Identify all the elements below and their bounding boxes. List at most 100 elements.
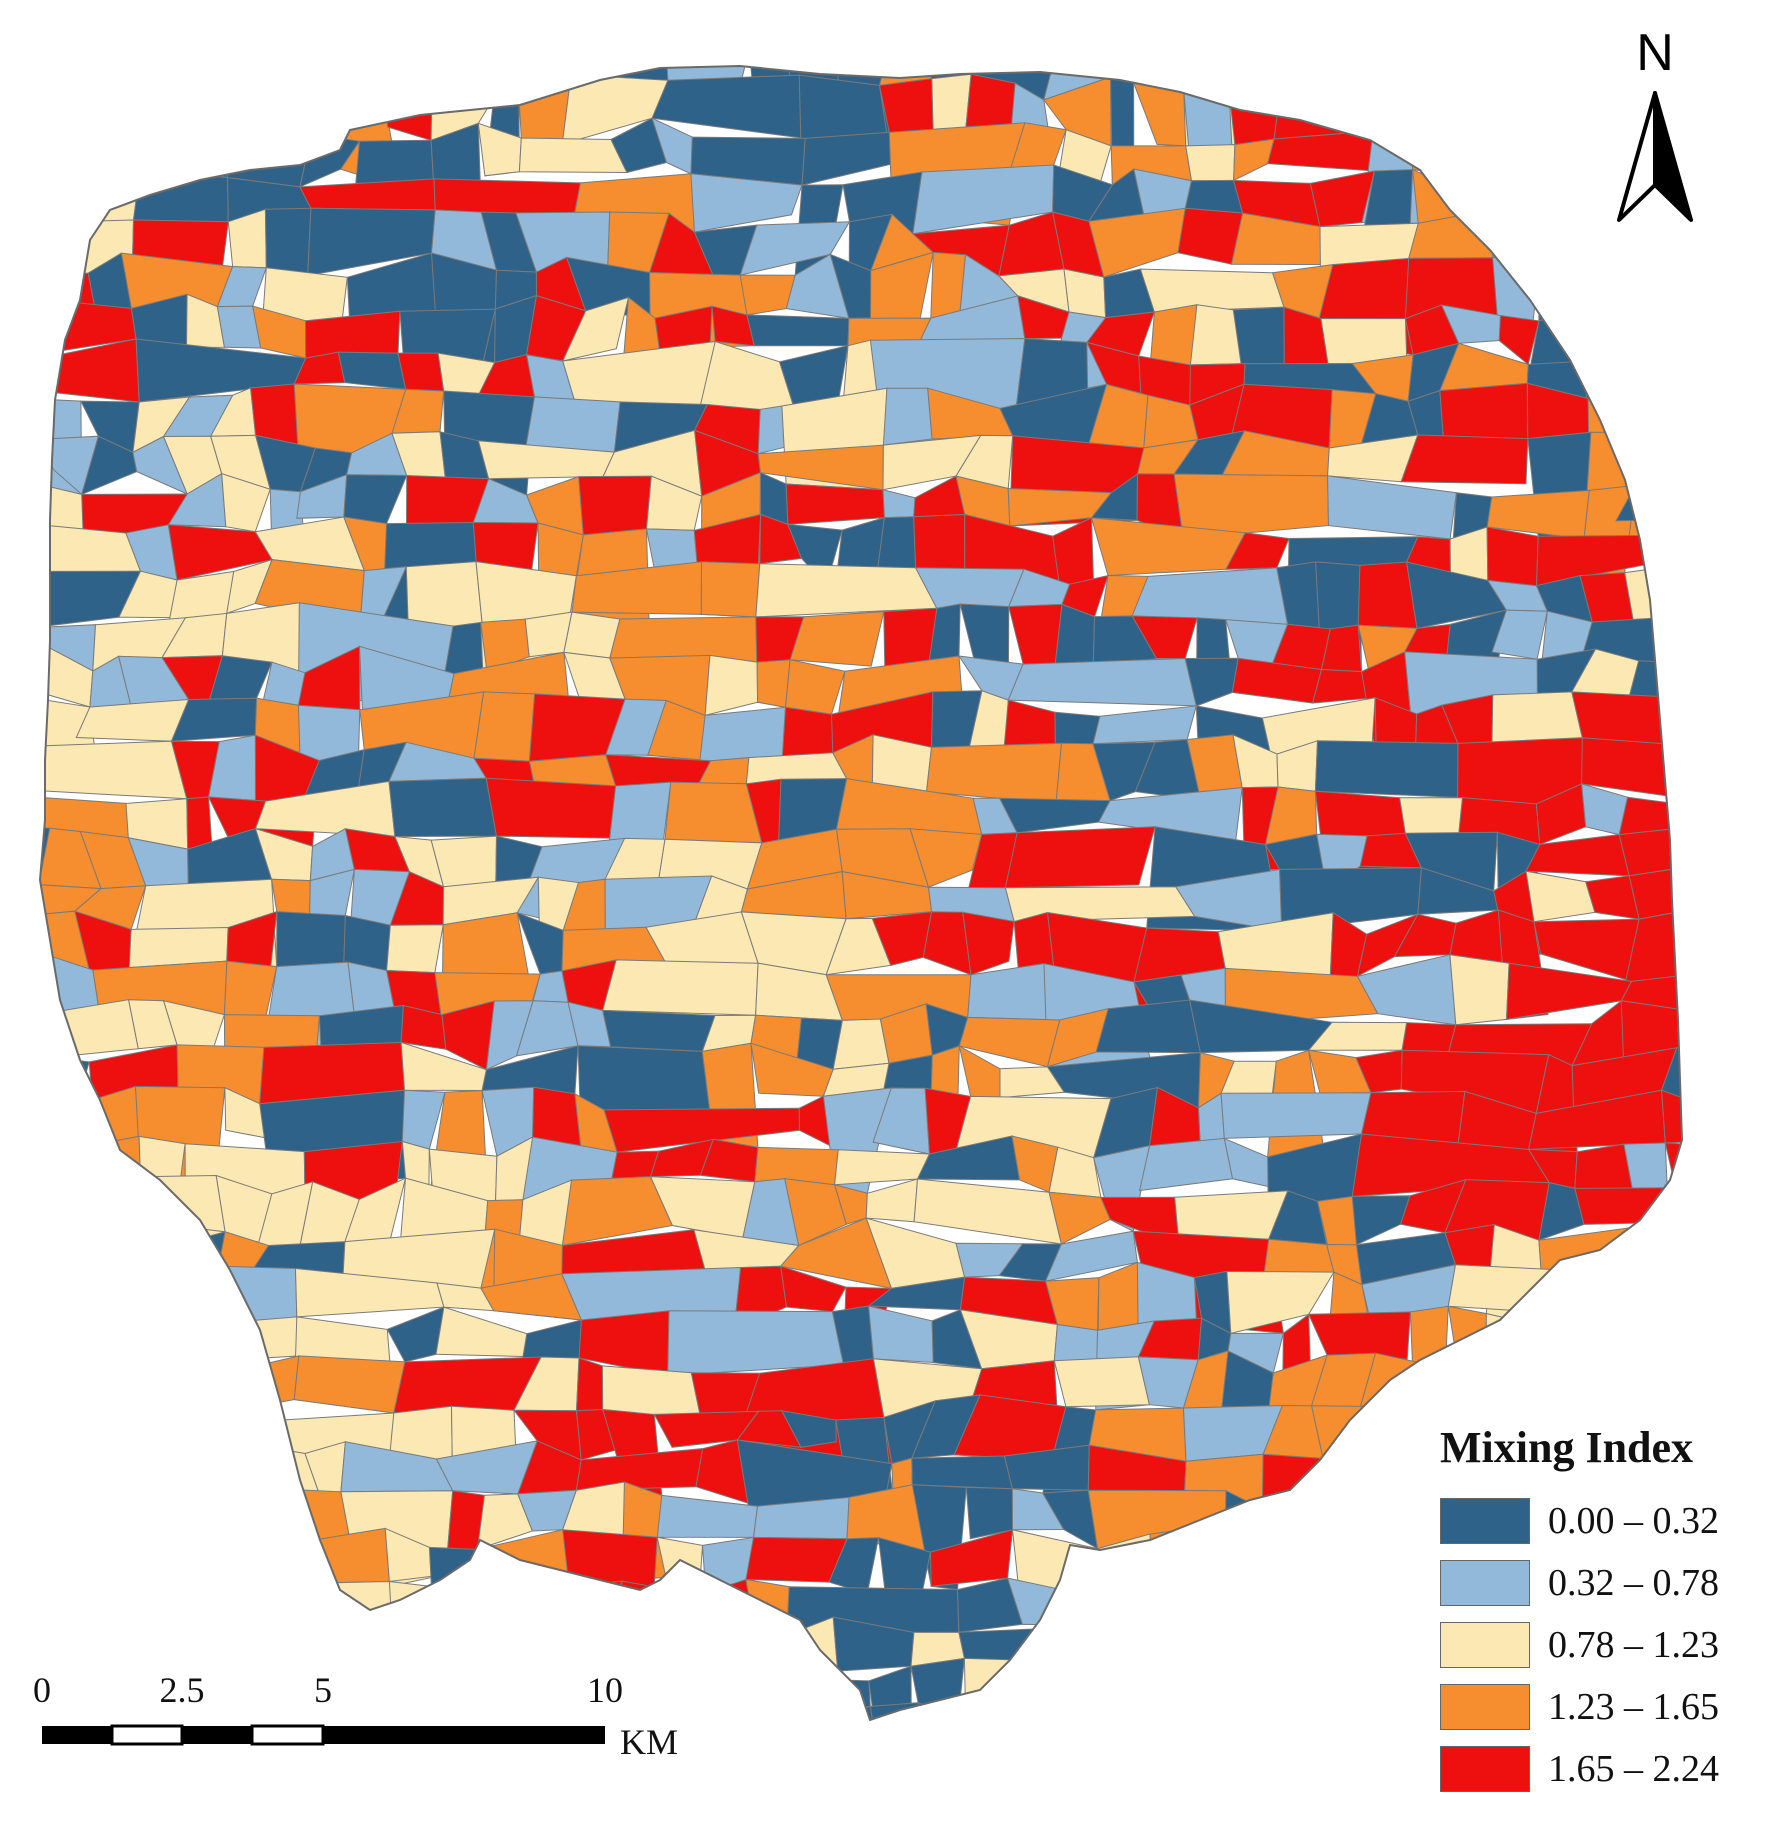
map-cell (1004, 826, 1156, 889)
map-cell (0, 1810, 98, 1822)
map-cell (967, 1761, 1025, 1813)
map-cell (40, 1325, 51, 1366)
map-cell (1005, 1707, 1068, 1720)
map-cell (1367, 94, 1449, 147)
map-cell (1673, 534, 1682, 618)
map-cell (41, 1364, 102, 1422)
map-cell (1615, 254, 1682, 322)
map-cell (388, 1580, 493, 1682)
map-cell (664, 781, 763, 844)
map-cell (386, 1306, 445, 1363)
map-cell (1724, 167, 1783, 222)
map-cell (123, 1327, 174, 1365)
map-cell (130, 1174, 226, 1233)
map-cell (1416, 0, 1541, 40)
map-cell (298, 0, 399, 57)
map-cell (1661, 1089, 1682, 1144)
map-cell (1447, 1305, 1488, 1379)
map-cell (789, 611, 885, 667)
map-cell (1674, 1221, 1682, 1289)
map-cell (1574, 1187, 1682, 1225)
map-cell (700, 561, 761, 618)
map-cell (40, 1581, 55, 1642)
map-cell (40, 1005, 46, 1113)
map-cell (1132, 1805, 1192, 1822)
map-cell (73, 1135, 141, 1201)
map-cell (1573, 1312, 1665, 1368)
map-cell (1538, 251, 1597, 322)
map-cell (40, 1448, 59, 1493)
map-cell (276, 911, 349, 968)
map-cell (1053, 1356, 1151, 1408)
map-cell (356, 1810, 440, 1822)
map-cell (1713, 743, 1771, 804)
map-cell (205, 66, 311, 99)
map-cell (956, 0, 1019, 46)
map-cell (40, 123, 92, 186)
legend-swatch (1440, 1498, 1530, 1544)
map-cell (297, 66, 364, 142)
map-cell (40, 606, 47, 669)
map-cell (524, 396, 621, 453)
map-cell (1538, 214, 1595, 322)
map-cell (472, 1798, 522, 1822)
map-cell (1014, 0, 1060, 47)
map-cell (785, 483, 885, 525)
map-cell (1620, 971, 1682, 1017)
map-cell (832, 1018, 890, 1070)
map-cell (604, 1613, 709, 1666)
map-cell (344, 66, 445, 100)
map-cell (1592, 228, 1618, 277)
map-cell (1762, 621, 1783, 671)
map-cell (1613, 356, 1673, 399)
map-cell (162, 1316, 300, 1365)
map-cell (913, 1178, 1063, 1245)
map-cell (40, 645, 47, 748)
map-cell (1762, 1266, 1783, 1332)
map-cell (1754, 389, 1783, 498)
map-cell (801, 131, 893, 186)
map-cell (40, 1197, 81, 1240)
map-cell (1226, 0, 1419, 45)
map-cell (1101, 1623, 1156, 1683)
map-cell (1309, 170, 1376, 228)
map-cell (40, 79, 92, 130)
map-cell (40, 1402, 57, 1493)
map-cell (1098, 1805, 1140, 1822)
map-cell (40, 358, 51, 399)
map-cell (794, 1719, 844, 1720)
map-cell (40, 1235, 93, 1333)
map-cell (1632, 388, 1682, 486)
map-cell (1187, 1807, 1310, 1822)
map-cell (793, 1802, 844, 1822)
map-cell (1750, 743, 1783, 804)
legend-item-class-2: 0.32 – 0.78 (1440, 1560, 1770, 1612)
map-cell (91, 1329, 143, 1379)
map-cell (1489, 86, 1582, 147)
map-cell (84, 1457, 185, 1504)
map-cell (1663, 1361, 1682, 1422)
map-cell (179, 134, 229, 179)
map-cell (1703, 210, 1756, 267)
map-cell (909, 828, 983, 888)
scale-tick-label: 10 (587, 1670, 623, 1710)
map-cell (521, 0, 574, 50)
map-cell (1441, 66, 1495, 147)
map-cell (1131, 567, 1289, 625)
map-cell (343, 474, 408, 525)
map-cell (1673, 616, 1682, 700)
map-cell (40, 740, 188, 800)
map-cell (81, 81, 228, 136)
map-cell (1704, 832, 1756, 932)
map-cell (1223, 1571, 1288, 1635)
map-cell (1315, 1536, 1369, 1621)
map-cell (755, 563, 938, 618)
map-cell (41, 1401, 100, 1490)
map-cell (1223, 1761, 1371, 1822)
map-cell (0, 0, 58, 39)
map-cell (912, 1761, 970, 1813)
map-cell (522, 1796, 627, 1822)
map-cell (1151, 1576, 1185, 1625)
map-cell (1090, 1576, 1156, 1683)
map-cell (1310, 1792, 1375, 1822)
